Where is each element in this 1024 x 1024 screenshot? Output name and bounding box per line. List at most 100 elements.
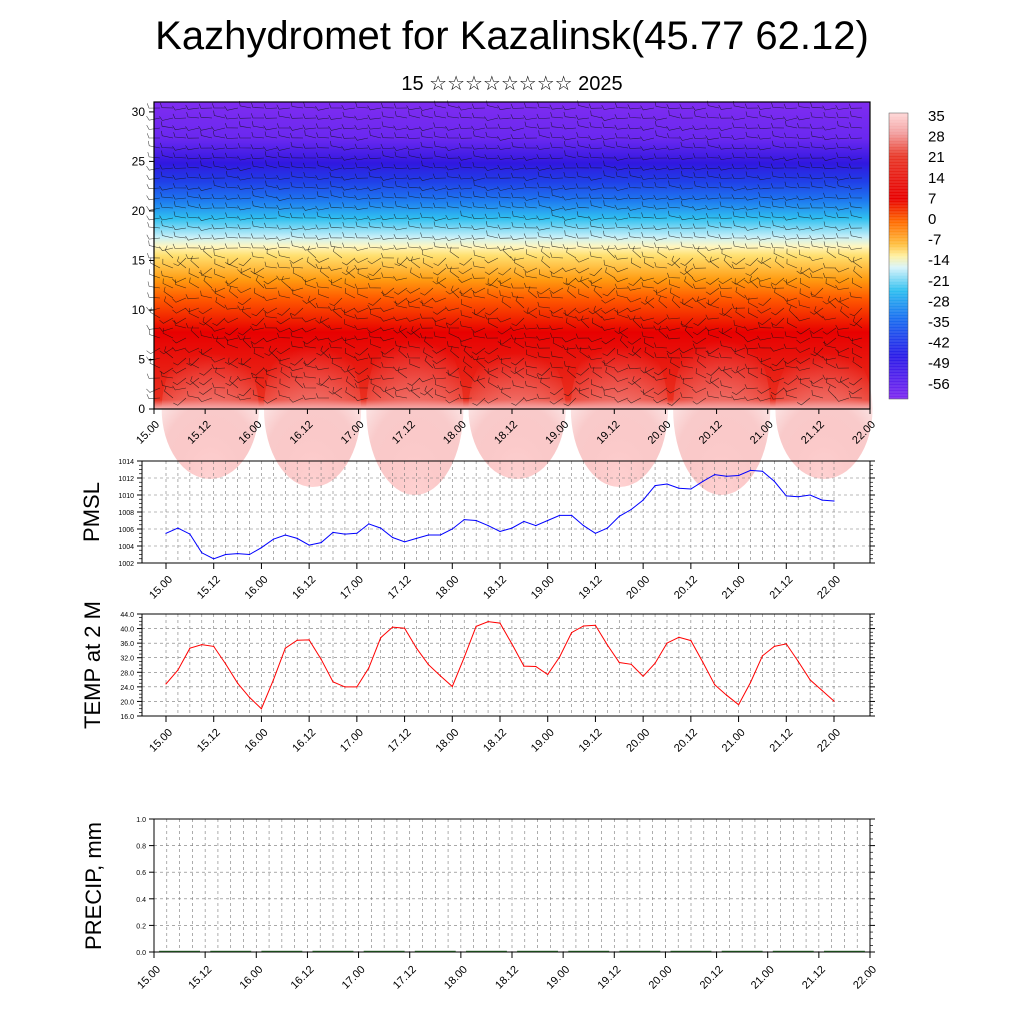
wind-barb — [188, 308, 200, 319]
wind-barb — [173, 231, 187, 239]
y-tick-label: 10 — [132, 303, 146, 317]
wind-barb — [302, 317, 317, 323]
wind-barb — [745, 131, 759, 139]
wind-barb — [213, 250, 226, 259]
wind-barb — [289, 203, 304, 209]
wind-barb — [653, 387, 668, 395]
data-point — [738, 704, 740, 706]
wind-barb — [681, 200, 694, 209]
wind-barb — [549, 287, 564, 294]
wind-barb — [342, 111, 356, 119]
x-tick-label: 16.12 — [289, 964, 317, 992]
wind-barb — [670, 287, 681, 299]
wind-barb — [692, 205, 707, 211]
wind-barb — [835, 104, 850, 110]
wind-barb — [484, 186, 499, 191]
precip-bar — [670, 950, 712, 952]
data-point — [487, 621, 489, 623]
wind-barb — [614, 124, 629, 130]
wind-barb — [718, 234, 733, 240]
wind-barb — [354, 205, 369, 211]
wind-barb — [603, 200, 616, 209]
wind-barb — [523, 324, 538, 330]
wind-barb — [565, 278, 577, 289]
wind-barb — [290, 307, 304, 316]
wind-barb — [601, 116, 616, 122]
wind-barb — [251, 307, 265, 317]
wind-barb — [315, 114, 330, 120]
wind-barb — [294, 375, 304, 389]
data-point — [714, 474, 716, 476]
wind-barb — [406, 327, 421, 335]
wind-barb — [215, 296, 226, 309]
wind-barb — [783, 234, 798, 240]
wind-barb — [706, 182, 720, 189]
wind-barb — [460, 210, 473, 219]
wind-barb — [605, 267, 616, 279]
wind-barb — [835, 233, 850, 239]
wind-barb — [445, 287, 460, 295]
data-point — [320, 658, 322, 660]
wind-barb — [446, 341, 460, 349]
wind-barb — [835, 397, 850, 402]
wind-barb — [462, 356, 473, 369]
wind-barb — [172, 307, 187, 314]
x-tick-label: 19.12 — [577, 727, 605, 755]
data-point — [237, 682, 239, 684]
wind-barb — [837, 350, 850, 359]
wind-barb — [432, 186, 447, 191]
precip-bar — [466, 950, 507, 952]
wind-barb — [487, 288, 499, 299]
wind-barb — [484, 347, 499, 355]
wind-barb — [212, 152, 226, 159]
wind-barb — [822, 156, 837, 162]
wind-barb — [185, 377, 200, 386]
wind-barb — [342, 202, 356, 209]
y-tick-label: 15 — [132, 253, 146, 267]
wind-barb — [718, 165, 733, 171]
wind-barb — [511, 172, 525, 179]
wind-barb — [329, 181, 343, 189]
colorbar-label: -28 — [928, 293, 950, 310]
wind-barb — [447, 369, 460, 379]
wind-barb — [666, 133, 681, 139]
wind-barb — [786, 248, 798, 259]
wind-barb — [215, 367, 226, 379]
wind-barb — [733, 320, 746, 329]
wind-barb — [757, 153, 771, 159]
wind-barb — [692, 297, 707, 302]
wind-barb — [670, 357, 681, 369]
wind-barb — [315, 257, 330, 263]
wind-barb — [224, 165, 239, 171]
wind-barb — [707, 171, 720, 179]
wind-barb — [523, 156, 538, 161]
wind-barb — [614, 156, 629, 161]
wind-barb — [368, 283, 382, 289]
wind-barb — [357, 268, 369, 279]
wind-barb — [734, 278, 746, 289]
wind-barb — [823, 263, 837, 269]
wind-barb — [692, 343, 707, 349]
wind-barb — [315, 205, 330, 211]
wind-barb — [146, 356, 161, 362]
wind-barb — [810, 272, 824, 279]
wind-barb — [316, 282, 330, 289]
wind-barb — [720, 340, 733, 349]
data-point — [213, 558, 215, 560]
data-point — [785, 643, 787, 645]
temp-grid — [142, 614, 870, 716]
wind-barb — [671, 295, 681, 309]
wind-barb — [614, 215, 629, 221]
y-tick-label: 1014 — [118, 459, 134, 466]
wind-barb — [264, 131, 278, 139]
wind-barb — [549, 154, 564, 160]
wind-barb — [250, 325, 265, 331]
wind-barb — [497, 384, 512, 390]
wind-barb — [302, 245, 317, 251]
x-tick-label: 19.00 — [529, 727, 557, 755]
wind-barb — [784, 331, 798, 339]
wind-barb — [224, 143, 239, 149]
wind-barb — [393, 297, 408, 305]
wind-barb — [251, 102, 265, 109]
wind-barb — [525, 240, 538, 249]
